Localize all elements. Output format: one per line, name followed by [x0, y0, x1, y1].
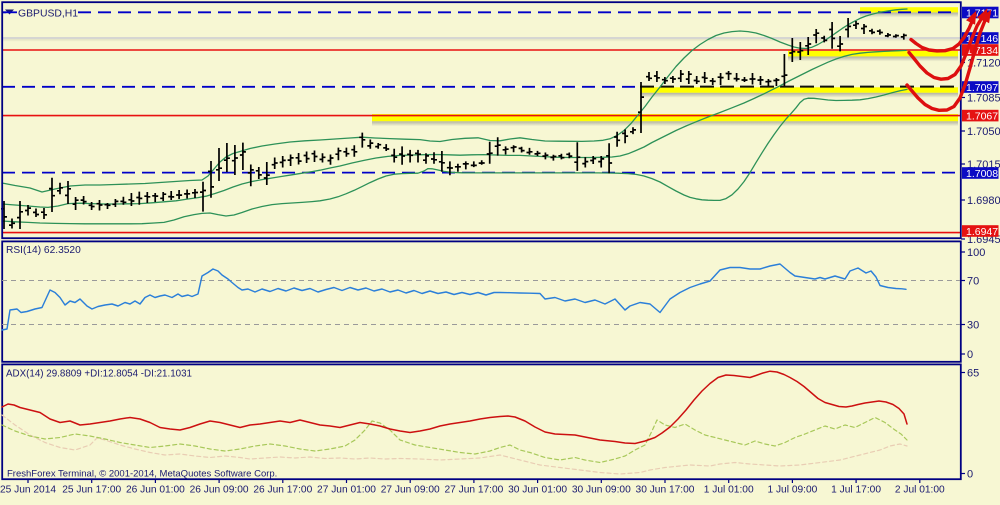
svg-text:RSI(14) 62.3520: RSI(14) 62.3520 — [6, 245, 81, 256]
svg-text:1.6980: 1.6980 — [967, 195, 1000, 207]
svg-text:GBPUSD,H1: GBPUSD,H1 — [18, 8, 78, 19]
svg-text:1.7085: 1.7085 — [967, 93, 1000, 105]
svg-text:1.6945: 1.6945 — [967, 234, 1000, 246]
svg-text:0: 0 — [967, 349, 973, 361]
svg-text:30: 30 — [967, 320, 979, 332]
svg-text:0: 0 — [967, 469, 973, 481]
svg-text:1 Jul 09:00: 1 Jul 09:00 — [767, 485, 817, 496]
svg-text:1.7067: 1.7067 — [966, 111, 998, 123]
svg-text:1.7008: 1.7008 — [966, 168, 998, 180]
svg-text:27 Jun 09:00: 27 Jun 09:00 — [381, 485, 440, 496]
svg-text:26 Jun 01:00: 26 Jun 01:00 — [126, 485, 185, 496]
svg-text:1.7050: 1.7050 — [967, 126, 1000, 138]
svg-text:2 Jul 01:00: 2 Jul 01:00 — [895, 485, 945, 496]
svg-text:26 Jun 09:00: 26 Jun 09:00 — [190, 485, 249, 496]
svg-text:ADX(14) 29.8809 +DI:12.8054 -D: ADX(14) 29.8809 +DI:12.8054 -DI:21.1031 — [6, 369, 192, 380]
svg-text:1 Jul 01:00: 1 Jul 01:00 — [704, 485, 754, 496]
svg-text:27 Jun 17:00: 27 Jun 17:00 — [444, 485, 503, 496]
svg-text:26 Jun 17:00: 26 Jun 17:00 — [253, 485, 312, 496]
svg-text:100: 100 — [967, 247, 985, 259]
svg-text:1 Jul 17:00: 1 Jul 17:00 — [831, 485, 881, 496]
svg-text:FreshForex Terminal, © 2001-20: FreshForex Terminal, © 2001-2014, MetaQu… — [7, 469, 277, 480]
svg-text:1.7134: 1.7134 — [966, 45, 998, 57]
svg-text:1.7097: 1.7097 — [966, 82, 998, 94]
svg-text:27 Jun 01:00: 27 Jun 01:00 — [317, 485, 376, 496]
svg-text:1.7120: 1.7120 — [967, 58, 1000, 70]
svg-text:25 Jun 17:00: 25 Jun 17:00 — [62, 485, 121, 496]
svg-text:30 Jun 01:00: 30 Jun 01:00 — [508, 485, 567, 496]
svg-text:1.6947: 1.6947 — [966, 226, 998, 238]
svg-text:25 Jun 2014: 25 Jun 2014 — [0, 485, 56, 496]
svg-text:30 Jun 09:00: 30 Jun 09:00 — [572, 485, 631, 496]
svg-text:70: 70 — [967, 276, 979, 288]
svg-text:65: 65 — [967, 368, 979, 380]
svg-text:30 Jun 17:00: 30 Jun 17:00 — [636, 485, 695, 496]
